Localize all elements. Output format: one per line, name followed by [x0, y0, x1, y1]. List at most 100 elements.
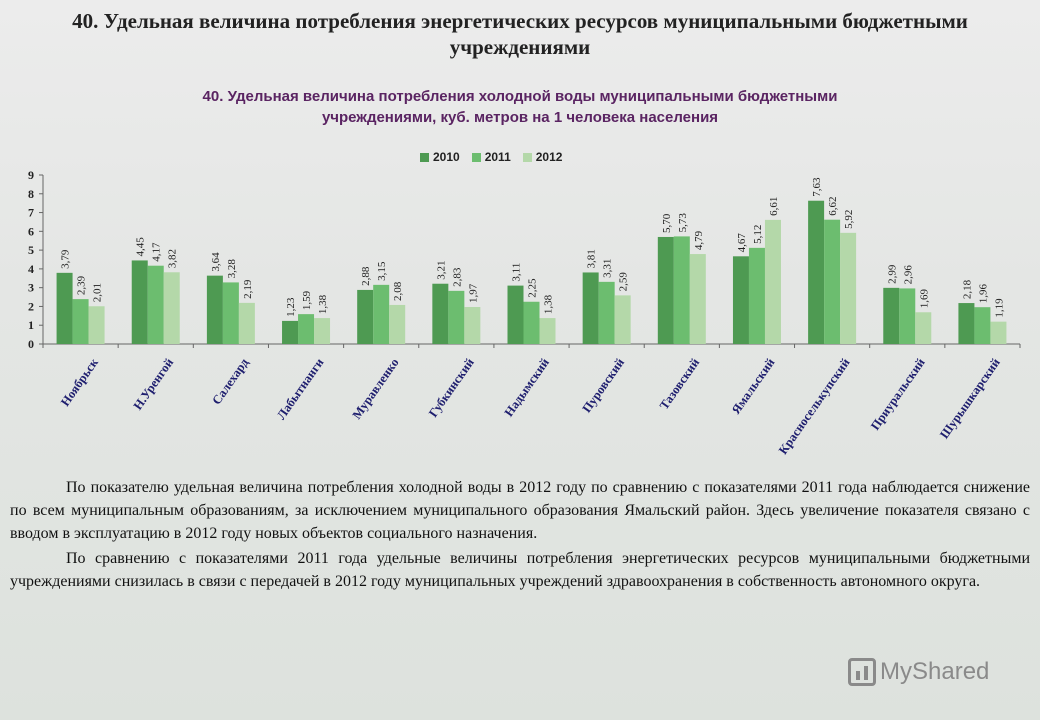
- data-label: 4,67: [736, 233, 748, 253]
- bar-2012: [915, 312, 932, 344]
- bar-2012: [764, 219, 781, 344]
- legend-item-2012: 2012: [522, 150, 563, 164]
- x-category-label: Тазовский: [657, 356, 702, 413]
- bar-2010: [131, 260, 148, 344]
- x-category-label: Ямальский: [729, 356, 778, 417]
- bar-2012: [990, 321, 1007, 344]
- data-label: 3,11: [511, 263, 523, 282]
- x-category-label: Салехард: [209, 355, 251, 407]
- bar-2011: [824, 219, 841, 344]
- bar-2011: [147, 265, 164, 344]
- data-label: 2,08: [392, 281, 404, 301]
- data-label: 3,21: [435, 260, 447, 279]
- legend-swatch-2011: [471, 152, 481, 162]
- bar-2012: [840, 232, 857, 344]
- data-label: 3,15: [376, 261, 388, 281]
- legend-swatch-2010: [420, 152, 429, 162]
- paragraph-1: По показателю удельная величина потребле…: [10, 479, 1030, 542]
- data-label: 5,73: [677, 213, 689, 233]
- y-tick-label: 6: [28, 224, 34, 238]
- legend-label-2011: 2011: [484, 150, 511, 164]
- y-tick-label: 7: [28, 206, 34, 220]
- y-tick-label: 5: [28, 243, 34, 257]
- bar-2010: [56, 272, 73, 344]
- slide-title: 40. Удельная величина потребления энерге…: [72, 9, 968, 59]
- bar-2011: [523, 301, 540, 344]
- bar-2011: [974, 307, 991, 344]
- bar-2011: [373, 284, 390, 344]
- legend-label-2012: 2012: [535, 150, 563, 164]
- legend-item-2011: 2011: [471, 150, 511, 164]
- bar-2010: [432, 283, 449, 344]
- data-label: 2,19: [242, 279, 254, 299]
- bar-2012: [314, 318, 331, 344]
- x-category-label: Н.Уренгой: [131, 356, 177, 413]
- bar-2012: [163, 272, 180, 344]
- bar-2012: [238, 302, 255, 344]
- data-label: 3,82: [167, 249, 179, 268]
- bar-2010: [883, 287, 900, 344]
- data-label: 4,17: [151, 242, 163, 262]
- bar-2011: [222, 282, 239, 344]
- x-category-label: Надымский: [502, 356, 552, 420]
- data-label: 2,96: [902, 265, 914, 285]
- data-label: 6,61: [768, 197, 780, 216]
- data-label: 1,97: [467, 283, 479, 303]
- x-category-label: Ноябрьск: [58, 355, 102, 409]
- data-label: 5,70: [661, 213, 673, 233]
- bar-2010: [657, 236, 674, 344]
- y-tick-label: 8: [28, 187, 34, 201]
- x-category-label: Губкинский: [426, 356, 477, 420]
- bar-2011: [448, 290, 465, 344]
- data-label: 2,59: [618, 272, 630, 292]
- data-label: 3,81: [586, 249, 598, 268]
- bar-2010: [808, 200, 825, 344]
- bar-2010: [958, 303, 975, 344]
- data-label: 3,28: [226, 259, 238, 279]
- data-label: 1,38: [543, 294, 555, 314]
- x-category-label: Приуральский: [868, 356, 928, 433]
- y-tick-label: 3: [28, 281, 34, 295]
- data-label: 2,01: [92, 283, 104, 302]
- myshared-logo-icon: [848, 658, 876, 686]
- data-label: 2,25: [527, 278, 539, 298]
- watermark-text: MyShared: [880, 658, 990, 685]
- data-label: 5,12: [752, 225, 764, 244]
- data-label: 1,38: [317, 294, 329, 314]
- bar-2011: [72, 299, 89, 344]
- y-tick-label: 9: [28, 168, 34, 182]
- data-label: 1,96: [977, 283, 989, 303]
- data-label: 1,69: [918, 289, 930, 309]
- data-label: 1,19: [993, 298, 1005, 318]
- data-label: 1,23: [285, 297, 297, 317]
- bar-chart: 0 1 2 3 4 5 6 7 8 9 3,79 2,39 2,01 Ноябрьск 4,45 4,17 3,…: [28, 168, 1021, 457]
- bar-2010: [507, 285, 524, 344]
- bar-2012: [614, 295, 631, 344]
- bar-2011: [899, 288, 916, 344]
- bar-2012: [539, 318, 556, 344]
- legend-label-2010: 2010: [433, 150, 460, 164]
- data-label: 4,45: [135, 237, 147, 257]
- chart-title: 40. Удельная величина потребления холодн…: [20, 86, 1020, 128]
- x-category-label: Муравленко: [350, 356, 402, 422]
- watermark: MyShared: [848, 658, 989, 686]
- x-category-label: Красноселькупский: [776, 356, 853, 457]
- chart-title-line-1: 40. Удельная величина потребления холодн…: [202, 88, 838, 105]
- data-label: 4,79: [693, 230, 705, 250]
- bar-2011: [673, 236, 690, 344]
- bar-2012: [689, 254, 706, 344]
- chart-title-line-2: учреждениями, куб. метров на 1 человека …: [321, 109, 719, 126]
- legend-item-2010: 2010: [420, 150, 460, 164]
- data-label: 1,59: [301, 290, 313, 310]
- bar-2011: [298, 314, 315, 344]
- paragraph-2: По сравнению с показателями 2011 года уд…: [10, 550, 1030, 590]
- description-text: По показателю удельная величина потребле…: [10, 476, 1030, 593]
- y-tick-label: 0: [28, 337, 34, 351]
- data-label: 2,18: [961, 279, 973, 299]
- bar-2010: [357, 289, 374, 344]
- bar-2012: [88, 306, 105, 344]
- bar-2010: [206, 275, 223, 344]
- y-tick-label: 1: [28, 318, 34, 332]
- x-category-label: Лабытнанги: [274, 356, 326, 422]
- chart-legend: 2010 2011 2012: [420, 150, 562, 164]
